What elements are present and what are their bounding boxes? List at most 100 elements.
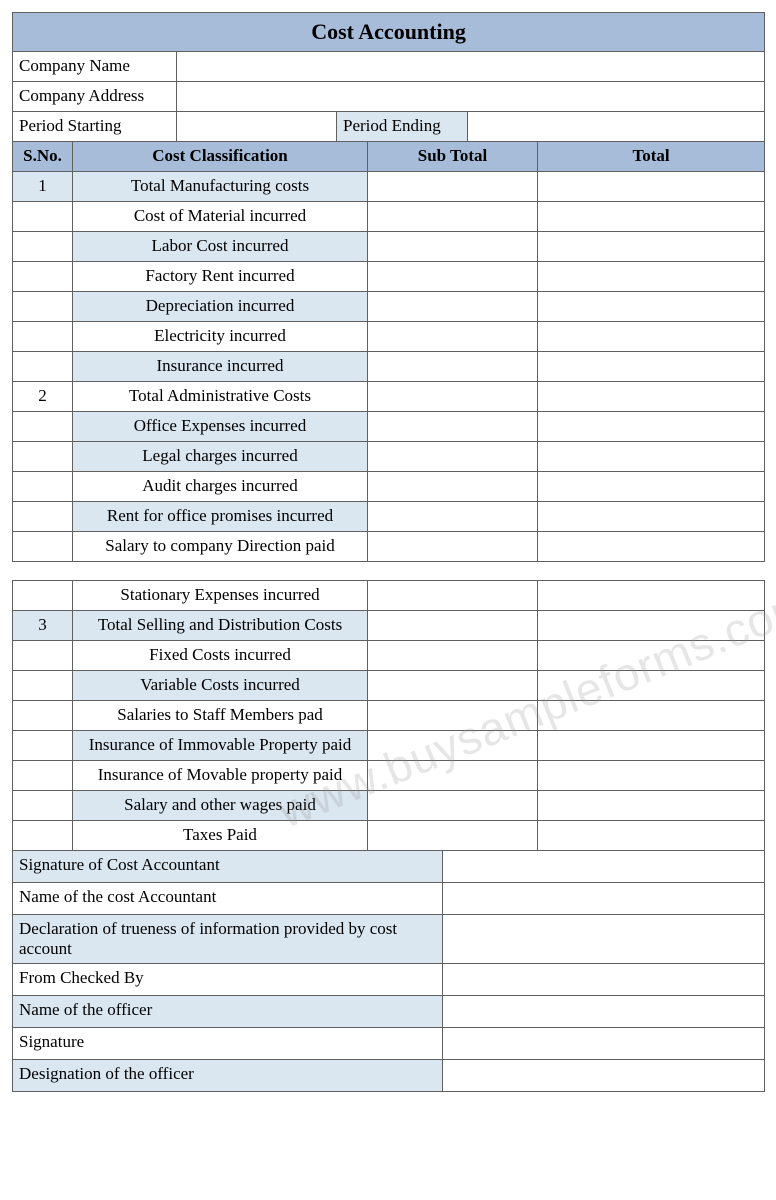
item-label: Salaries to Staff Members pad <box>73 701 368 731</box>
total-field[interactable] <box>538 581 765 611</box>
total-field[interactable] <box>538 382 765 412</box>
section-heading: Total Administrative Costs <box>73 382 368 412</box>
total-field[interactable] <box>538 671 765 701</box>
subtotal-field[interactable] <box>368 731 538 761</box>
empty-cell <box>13 761 73 791</box>
total-field[interactable] <box>538 761 765 791</box>
section-num: 2 <box>13 382 73 412</box>
item-label: Fixed Costs incurred <box>73 641 368 671</box>
item-label: Salary to company Direction paid <box>73 532 368 562</box>
total-field[interactable] <box>538 731 765 761</box>
total-field[interactable] <box>538 641 765 671</box>
subtotal-field[interactable] <box>368 791 538 821</box>
footer-field[interactable] <box>443 883 765 915</box>
total-field[interactable] <box>538 472 765 502</box>
item-row: Audit charges incurred <box>13 472 765 502</box>
section-heading: Total Selling and Distribution Costs <box>73 611 368 641</box>
item-label: Audit charges incurred <box>73 472 368 502</box>
subtotal-field[interactable] <box>368 322 538 352</box>
period-start-field[interactable] <box>177 112 337 142</box>
subtotal-field[interactable] <box>368 502 538 532</box>
subtotal-field[interactable] <box>368 671 538 701</box>
total-field[interactable] <box>538 172 765 202</box>
item-label: Taxes Paid <box>73 821 368 851</box>
total-field[interactable] <box>538 412 765 442</box>
item-row: Variable Costs incurred <box>13 671 765 701</box>
subtotal-field[interactable] <box>368 532 538 562</box>
subtotal-field[interactable] <box>368 761 538 791</box>
total-field[interactable] <box>538 791 765 821</box>
empty-cell <box>13 701 73 731</box>
item-row: Insurance incurred <box>13 352 765 382</box>
subtotal-field[interactable] <box>368 232 538 262</box>
period-end-field[interactable] <box>468 112 765 142</box>
subtotal-field[interactable] <box>368 412 538 442</box>
empty-cell <box>13 202 73 232</box>
item-label: Electricity incurred <box>73 322 368 352</box>
subtotal-field[interactable] <box>368 202 538 232</box>
subtotal-field[interactable] <box>368 472 538 502</box>
total-field[interactable] <box>538 611 765 641</box>
empty-cell <box>13 472 73 502</box>
subtotal-field[interactable] <box>368 292 538 322</box>
subtotal-field[interactable] <box>368 352 538 382</box>
item-label: Insurance incurred <box>73 352 368 382</box>
total-field[interactable] <box>538 821 765 851</box>
section-num: 1 <box>13 172 73 202</box>
total-field[interactable] <box>538 502 765 532</box>
section-heading-row: 3Total Selling and Distribution Costs <box>13 611 765 641</box>
item-label: Rent for office promises incurred <box>73 502 368 532</box>
item-row: Salary and other wages paid <box>13 791 765 821</box>
item-row: Insurance of Immovable Property paid <box>13 731 765 761</box>
subtotal-field[interactable] <box>368 442 538 472</box>
empty-cell <box>13 532 73 562</box>
subtotal-field[interactable] <box>368 262 538 292</box>
subtotal-field[interactable] <box>368 641 538 671</box>
footer-field[interactable] <box>443 1060 765 1092</box>
item-row: Factory Rent incurred <box>13 262 765 292</box>
empty-cell <box>13 412 73 442</box>
footer-label: Designation of the officer <box>13 1060 443 1092</box>
item-label: Legal charges incurred <box>73 442 368 472</box>
total-field[interactable] <box>538 322 765 352</box>
company-name-field[interactable] <box>177 52 765 82</box>
subtotal-field[interactable] <box>368 821 538 851</box>
footer-field[interactable] <box>443 964 765 996</box>
period-start-label: Period Starting <box>13 112 177 142</box>
total-field[interactable] <box>538 701 765 731</box>
footer-field[interactable] <box>443 915 765 964</box>
item-row: Taxes Paid <box>13 821 765 851</box>
col-subtotal: Sub Total <box>368 142 538 172</box>
item-row: Cost of Material incurred <box>13 202 765 232</box>
total-field[interactable] <box>538 262 765 292</box>
item-row: Depreciation incurred <box>13 292 765 322</box>
column-header-row: S.No. Cost Classification Sub Total Tota… <box>13 142 765 172</box>
total-field[interactable] <box>538 292 765 322</box>
item-row: Stationary Expenses incurred <box>13 581 765 611</box>
footer-label: Declaration of trueness of information p… <box>13 915 443 964</box>
period-end-label: Period Ending <box>337 112 468 142</box>
total-field[interactable] <box>538 442 765 472</box>
footer-field[interactable] <box>443 851 765 883</box>
empty-cell <box>13 442 73 472</box>
total-field[interactable] <box>538 202 765 232</box>
total-field[interactable] <box>538 352 765 382</box>
subtotal-field[interactable] <box>368 611 538 641</box>
footer-row: Signature of Cost Accountant <box>13 851 765 883</box>
footer-field[interactable] <box>443 996 765 1028</box>
section-heading: Total Manufacturing costs <box>73 172 368 202</box>
item-row: Electricity incurred <box>13 322 765 352</box>
form-title: Cost Accounting <box>13 13 765 52</box>
subtotal-field[interactable] <box>368 172 538 202</box>
footer-field[interactable] <box>443 1028 765 1060</box>
subtotal-field[interactable] <box>368 581 538 611</box>
company-name-row: Company Name <box>13 52 765 82</box>
total-field[interactable] <box>538 232 765 262</box>
total-field[interactable] <box>538 532 765 562</box>
item-label: Labor Cost incurred <box>73 232 368 262</box>
company-address-field[interactable] <box>177 82 765 112</box>
empty-cell <box>13 671 73 701</box>
footer-label: Signature of Cost Accountant <box>13 851 443 883</box>
subtotal-field[interactable] <box>368 701 538 731</box>
subtotal-field[interactable] <box>368 382 538 412</box>
